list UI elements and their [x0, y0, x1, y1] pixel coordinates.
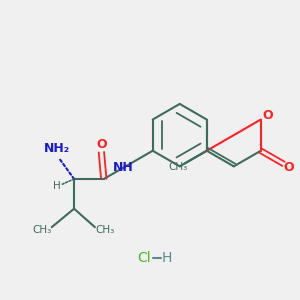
- Text: NH: NH: [113, 161, 134, 174]
- Text: CH₃: CH₃: [32, 225, 52, 235]
- Text: O: O: [284, 160, 294, 174]
- Text: Cl: Cl: [137, 251, 151, 266]
- Text: CH₃: CH₃: [95, 225, 114, 235]
- Text: NH₂: NH₂: [44, 142, 70, 155]
- Text: O: O: [263, 109, 273, 122]
- Text: H: H: [161, 251, 172, 266]
- Text: O: O: [96, 138, 107, 151]
- Text: H: H: [53, 182, 60, 191]
- Text: CH₃: CH₃: [168, 162, 188, 172]
